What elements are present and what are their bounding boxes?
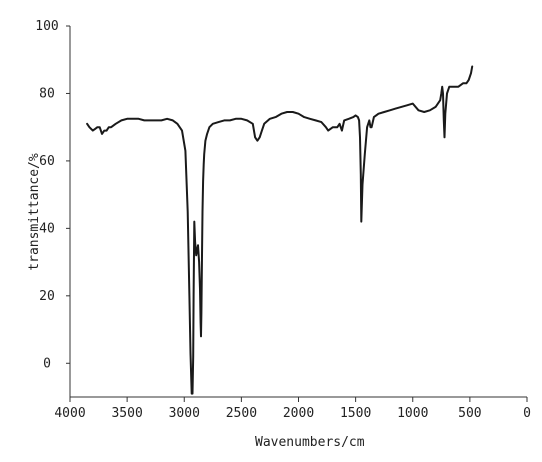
- y-tick-group: 100 80 60 40 20 0: [35, 19, 70, 371]
- x-tick-label: 4000: [54, 406, 85, 421]
- axes: [69, 26, 527, 398]
- x-tick-label: 2000: [283, 406, 314, 421]
- spectrum-line: [86, 65, 474, 395]
- y-tick-label: 60: [39, 154, 55, 169]
- y-tick-label: 20: [39, 289, 55, 304]
- x-tick-label: 0: [523, 406, 531, 421]
- watermark-text: 头条 @金鉴实验室学工: [412, 437, 536, 452]
- x-tick-label: 500: [458, 406, 481, 421]
- y-tick-label: 80: [39, 86, 55, 101]
- y-tick-label: 100: [35, 19, 58, 34]
- x-tick-group: 4000 3500 3000 2500 2000 1500 1000 500 0: [54, 397, 531, 421]
- x-tick-label: 3500: [111, 406, 142, 421]
- x-tick-label: 1500: [340, 406, 371, 421]
- x-tick-label: 3000: [169, 406, 200, 421]
- y-axis-title: transmittance/%: [27, 153, 42, 271]
- x-tick-label: 1000: [397, 406, 428, 421]
- y-tick-label: 40: [39, 221, 55, 236]
- y-tick-label: 0: [43, 356, 51, 371]
- x-axis-title: Wavenumbers/cm: [255, 435, 365, 450]
- x-tick-label: 2500: [226, 406, 257, 421]
